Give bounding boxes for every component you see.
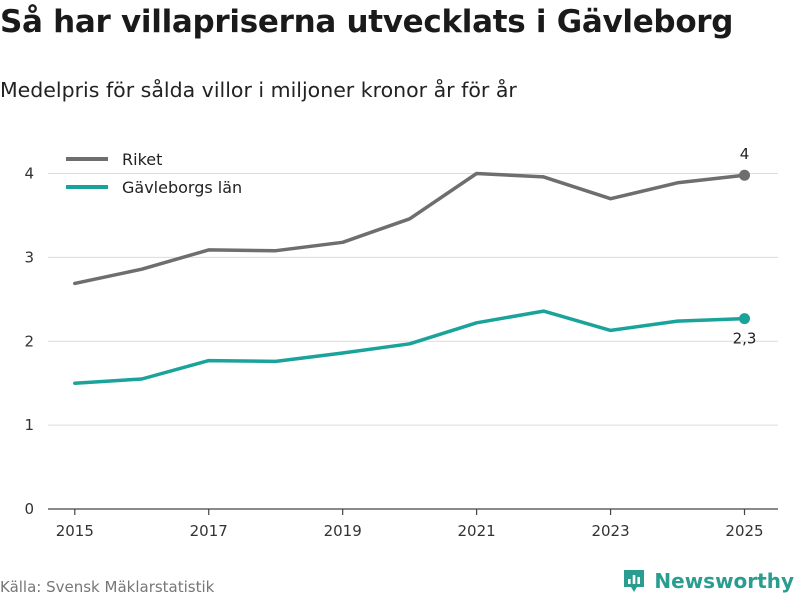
x-tick-label: 2017: [190, 522, 228, 540]
x-tick-label: 2023: [591, 522, 629, 540]
brand-logo: Newsworthy: [622, 568, 794, 594]
brand-name: Newsworthy: [654, 569, 794, 593]
newsworthy-logo-icon: [624, 570, 645, 592]
y-tick-label: 4: [24, 165, 34, 183]
y-tick-label: 2: [24, 332, 34, 350]
x-tick-label: 2021: [458, 522, 496, 540]
source-note: Källa: Svensk Mäklarstatistik: [0, 578, 215, 596]
legend-label-riket: Riket: [122, 150, 162, 169]
chart-title: Så har villapriserna utvecklats i Gävleb…: [0, 4, 734, 40]
x-tick-label: 2025: [725, 522, 763, 540]
x-tick-label: 2015: [56, 522, 94, 540]
end-marker-riket: [739, 169, 751, 181]
series-line-gavleborg: [73, 309, 747, 385]
x-tick-label: 2019: [324, 522, 362, 540]
series-line-riket: [73, 171, 747, 286]
y-tick-label: 3: [24, 248, 34, 266]
line-chart: 0 1 2 3 4 2015 2017 2019 2021 2023 2025 4 2,3 Riket Gä…: [24, 145, 778, 540]
chart-subtitle: Medelpris för sålda villor i miljoner kr…: [0, 78, 517, 102]
legend-label-gavleborg: Gävleborgs län: [122, 178, 242, 197]
y-tick-label: 0: [24, 500, 34, 518]
end-label-riket: 4: [740, 145, 750, 163]
y-tick-label: 1: [24, 416, 34, 434]
end-marker-gavleborg: [739, 313, 751, 325]
end-label-gavleborg: 2,3: [733, 330, 757, 348]
